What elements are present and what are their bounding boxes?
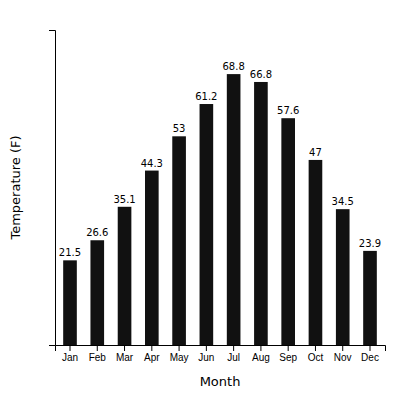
data-label: 23.9 [359, 238, 381, 249]
bar [172, 136, 186, 345]
bar [118, 207, 132, 345]
x-tick-mark [70, 345, 71, 351]
x-tick-label: Oct [308, 352, 324, 363]
x-tick-label: Jul [227, 352, 240, 363]
x-tick-label: Feb [89, 352, 107, 363]
x-tick-mark [233, 345, 234, 351]
chart-container: 21.5 26.6 35.1 44.3 53 61.2 68.8 66.8 57.6 47 34.5… [0, 0, 400, 400]
bar [254, 82, 268, 345]
x-axis-title: Month [200, 374, 241, 389]
x-tick-label: Jun [198, 352, 214, 363]
plot-area: 21.5 26.6 35.1 44.3 53 61.2 68.8 66.8 57.6 47 34.5… [49, 31, 386, 364]
bar [227, 74, 241, 345]
x-tick: May [170, 345, 189, 363]
data-label: 61.2 [195, 91, 217, 102]
bar [200, 104, 214, 345]
x-tick-label: Apr [144, 352, 160, 363]
data-label: 26.6 [86, 227, 108, 238]
bar [145, 171, 159, 345]
x-tick-label: Jan [62, 352, 78, 363]
y-axis [49, 31, 56, 346]
x-tick-mark [342, 345, 343, 351]
x-tick-label: Dec [361, 352, 379, 363]
x-tick-label: Mar [116, 352, 134, 363]
bar [281, 118, 295, 345]
x-tick: Feb [89, 345, 107, 363]
x-tick: Oct [308, 345, 324, 363]
x-tick: Aug [252, 345, 270, 363]
x-tick: Jul [227, 345, 240, 363]
x-tick-label: Nov [334, 352, 352, 363]
data-label: 47 [309, 147, 322, 158]
x-tick-label: May [170, 352, 189, 363]
x-tick: Jun [198, 345, 214, 363]
data-label: 35.1 [113, 194, 135, 205]
bar [336, 209, 350, 345]
x-tick: Dec [361, 345, 379, 363]
bars [63, 74, 377, 345]
bar [309, 160, 323, 345]
x-tick-mark [370, 345, 371, 351]
x-tick-mark [260, 345, 261, 351]
x-tick-mark [97, 345, 98, 351]
x-tick: Jan [62, 345, 78, 363]
x-tick-mark [288, 345, 289, 351]
x-tick-mark [179, 345, 180, 351]
x-tick-mark [206, 345, 207, 351]
chart-svg: 21.5 26.6 35.1 44.3 53 61.2 68.8 66.8 57.6 47 34.5… [0, 0, 400, 400]
bar [63, 260, 77, 345]
x-tick-label: Aug [252, 352, 270, 363]
bar [90, 240, 104, 345]
x-tick-mark [315, 345, 316, 351]
data-labels: 21.5 26.6 35.1 44.3 53 61.2 68.8 66.8 57.6 47 34.5… [59, 61, 381, 258]
bar [363, 251, 377, 345]
x-tick-label: Sep [279, 352, 297, 363]
x-tick-mark [151, 345, 152, 351]
x-axis-line [56, 346, 386, 352]
x-axis: Jan Feb Mar Apr May Jun Jul Aug Sep Oct Nov Dec [56, 345, 386, 363]
x-tick: Mar [116, 345, 134, 363]
data-label: 66.8 [250, 69, 272, 80]
data-label: 21.5 [59, 247, 81, 258]
x-tick: Sep [279, 345, 297, 363]
data-label: 68.8 [223, 61, 245, 72]
data-label: 34.5 [332, 196, 354, 207]
x-tick-mark [124, 345, 125, 351]
data-label: 53 [173, 123, 186, 134]
y-axis-title: Temperature (F) [8, 135, 23, 240]
data-label: 44.3 [141, 158, 163, 169]
data-label: 57.6 [277, 105, 299, 116]
x-tick: Nov [334, 345, 352, 363]
y-axis-line [49, 31, 56, 346]
x-tick: Apr [144, 345, 160, 363]
